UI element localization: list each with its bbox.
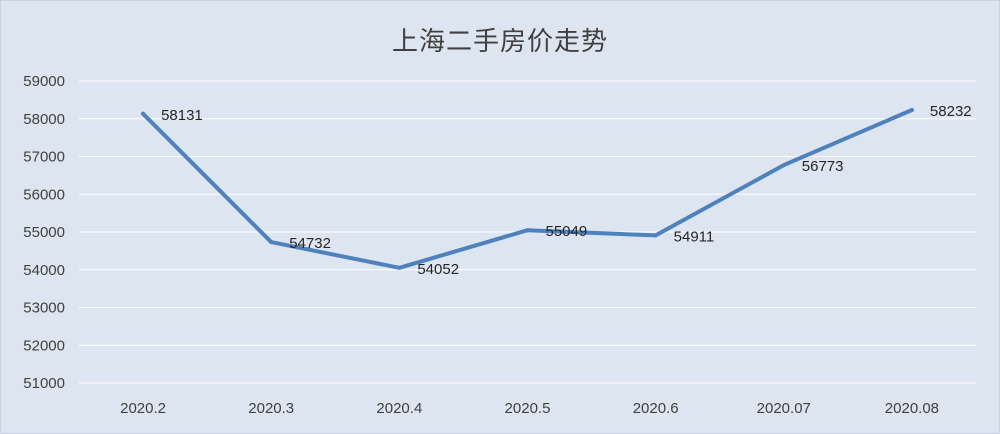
x-tick-label: 2020.4 bbox=[376, 400, 422, 417]
data-point bbox=[141, 111, 146, 116]
data-point bbox=[525, 228, 530, 233]
y-tick-label: 51000 bbox=[23, 375, 65, 392]
chart-title: 上海二手房价走势 bbox=[391, 27, 608, 57]
data-label: 54732 bbox=[289, 235, 331, 252]
x-tick-label: 2020.07 bbox=[757, 400, 811, 417]
x-tick-label: 2020.6 bbox=[633, 400, 679, 417]
data-label: 54052 bbox=[417, 261, 459, 278]
y-tick-label: 52000 bbox=[23, 337, 65, 354]
data-point bbox=[653, 233, 658, 238]
x-tick-label: 2020.3 bbox=[248, 400, 294, 417]
y-tick-label: 53000 bbox=[23, 300, 65, 317]
y-tick-label: 56000 bbox=[23, 186, 65, 203]
data-point bbox=[781, 163, 786, 168]
y-tick-label: 58000 bbox=[23, 111, 65, 128]
series-line bbox=[141, 108, 914, 270]
data-label: 55049 bbox=[546, 223, 588, 240]
x-tick-label: 2020.2 bbox=[120, 400, 166, 417]
data-label: 58232 bbox=[930, 103, 972, 120]
y-tick-label: 55000 bbox=[23, 224, 65, 241]
y-tick-label: 57000 bbox=[23, 149, 65, 166]
data-label: 54911 bbox=[674, 228, 715, 245]
data-point bbox=[397, 265, 402, 270]
y-tick-label: 59000 bbox=[23, 73, 65, 90]
data-label: 56773 bbox=[802, 158, 844, 175]
x-tick-label: 2020.08 bbox=[885, 400, 939, 417]
data-point bbox=[269, 240, 274, 245]
data-point bbox=[909, 107, 914, 112]
data-label: 58131 bbox=[161, 107, 203, 124]
y-tick-label: 54000 bbox=[23, 262, 65, 279]
x-tick-label: 2020.5 bbox=[505, 400, 551, 417]
